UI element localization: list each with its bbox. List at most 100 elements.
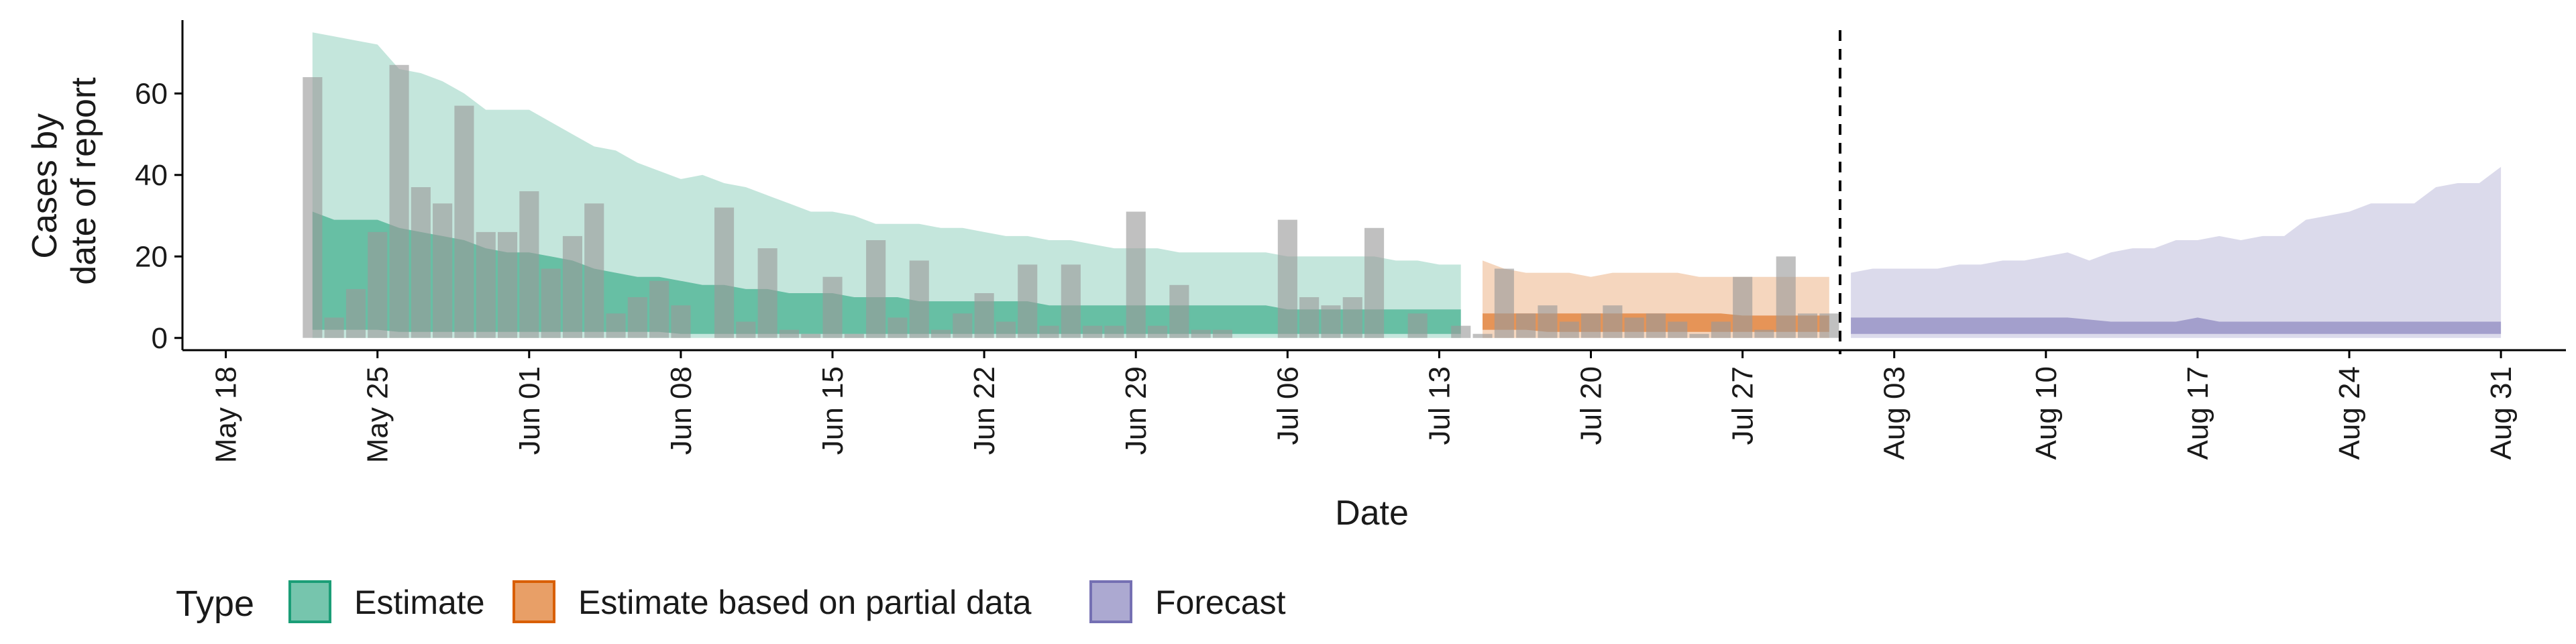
y-tick-label: 60 bbox=[135, 77, 168, 110]
report-bar bbox=[1776, 256, 1796, 338]
x-tick-label: Jul 20 bbox=[1575, 366, 1608, 445]
report-bar bbox=[1451, 325, 1471, 338]
report-bar bbox=[779, 329, 799, 338]
report-bar bbox=[1083, 325, 1103, 338]
report-bar bbox=[389, 64, 409, 338]
report-bar bbox=[1018, 264, 1038, 338]
x-tick-label: May 18 bbox=[210, 366, 243, 463]
legend-swatch-forecast bbox=[1089, 580, 1132, 623]
x-tick-label: Jun 22 bbox=[968, 366, 1001, 455]
report-bar bbox=[562, 235, 582, 338]
legend-swatch-estimate-based-on-partial-data bbox=[513, 580, 555, 623]
report-bar bbox=[606, 313, 626, 338]
forecast-band-90 bbox=[1851, 166, 2502, 338]
y-ticks: 0 20 40 60 bbox=[135, 77, 182, 355]
report-bar bbox=[649, 280, 669, 338]
report-bar bbox=[931, 329, 951, 338]
report-bar bbox=[1039, 325, 1059, 338]
y-tick-label: 40 bbox=[135, 159, 168, 192]
x-tick-label: Aug 03 bbox=[1878, 366, 1911, 460]
report-bar bbox=[1104, 325, 1124, 338]
x-tick-label: Jul 06 bbox=[1271, 366, 1304, 445]
report-bar bbox=[1191, 329, 1211, 338]
axes-layer bbox=[181, 20, 2566, 352]
report-bar bbox=[1148, 325, 1168, 338]
report-bars-layer bbox=[303, 64, 1839, 338]
x-tick-label: Aug 31 bbox=[2485, 366, 2518, 460]
report-bar bbox=[974, 293, 994, 338]
legend-title: Type bbox=[176, 584, 254, 624]
report-bar bbox=[1277, 219, 1297, 338]
report-bar bbox=[1624, 317, 1644, 338]
report-bar bbox=[1819, 313, 1839, 338]
report-bar bbox=[866, 240, 886, 338]
report-bar bbox=[671, 305, 691, 338]
report-bar bbox=[801, 333, 821, 338]
y-tick-label: 20 bbox=[135, 240, 168, 273]
report-bar bbox=[1212, 329, 1232, 338]
report-bar bbox=[996, 321, 1016, 338]
report-bar bbox=[1516, 313, 1536, 338]
report-bar bbox=[714, 207, 735, 338]
x-axis-title: Date bbox=[1335, 494, 1409, 533]
report-bar bbox=[541, 268, 561, 338]
report-bar bbox=[368, 231, 388, 338]
report-bar bbox=[909, 260, 929, 338]
report-bar bbox=[1711, 321, 1731, 338]
report-bar bbox=[1733, 276, 1753, 338]
x-tick-label: Jul 13 bbox=[1423, 366, 1456, 445]
x-tick-label: Jun 15 bbox=[816, 366, 849, 455]
y-axis-title: Cases by date of report bbox=[25, 77, 103, 285]
x-tick-label: Aug 17 bbox=[2182, 366, 2214, 460]
report-bar bbox=[736, 321, 756, 338]
legend: Type Estimate Estimate based on partial d… bbox=[176, 580, 1286, 624]
y-axis-title-line-2: date of report bbox=[64, 77, 103, 285]
report-bar bbox=[1299, 297, 1320, 338]
x-ticks: May 18 May 25 Jun 01 Jun 08 Jun 15 Jun 22 Jun … bbox=[210, 350, 2518, 463]
report-bar bbox=[1472, 333, 1493, 338]
x-tick-label: Aug 24 bbox=[2333, 366, 2366, 460]
x-tick-label: Aug 10 bbox=[2030, 366, 2063, 460]
legend-label-estimate: Estimate bbox=[354, 584, 485, 621]
report-bar bbox=[1126, 211, 1146, 338]
legend-swatch-estimate bbox=[288, 580, 331, 623]
legend-entries: Estimate Estimate based on partial data Fo… bbox=[288, 580, 1286, 623]
x-tick-label: Jun 01 bbox=[513, 366, 546, 455]
report-bar bbox=[1646, 313, 1666, 338]
report-bar bbox=[519, 191, 539, 338]
report-bar bbox=[1559, 321, 1579, 338]
report-bar bbox=[1603, 305, 1623, 338]
report-bar bbox=[1061, 264, 1081, 338]
report-bar bbox=[1342, 297, 1362, 338]
report-bar bbox=[498, 231, 518, 338]
report-bar bbox=[303, 77, 323, 338]
report-bar bbox=[1754, 329, 1774, 338]
x-tick-label: May 25 bbox=[362, 366, 394, 463]
report-bar bbox=[627, 297, 647, 338]
x-tick-label: Jul 27 bbox=[1727, 366, 1760, 445]
report-bar bbox=[1798, 313, 1818, 338]
report-bar bbox=[822, 276, 843, 338]
report-bar bbox=[953, 313, 973, 338]
report-bar bbox=[844, 333, 864, 338]
report-bar bbox=[1494, 268, 1514, 338]
report-bar bbox=[411, 187, 431, 338]
report-bar bbox=[1364, 227, 1385, 338]
report-bar bbox=[1538, 305, 1558, 338]
forecast-band-50 bbox=[1851, 317, 2502, 334]
y-axis-title-line-1: Cases by bbox=[25, 113, 64, 259]
report-bar bbox=[1321, 305, 1341, 338]
y-tick-label: 0 bbox=[152, 322, 168, 355]
report-bar bbox=[324, 317, 344, 338]
report-bar bbox=[1169, 284, 1189, 338]
estimate-bands-layer bbox=[312, 32, 2502, 338]
report-bar bbox=[584, 203, 604, 338]
report-bar bbox=[888, 317, 908, 338]
report-bar bbox=[1689, 333, 1709, 338]
legend-label-estimate-based-on-partial-data: Estimate based on partial data bbox=[578, 584, 1032, 621]
report-bar bbox=[433, 203, 453, 338]
report-bar bbox=[1668, 321, 1688, 338]
report-bar bbox=[1407, 313, 1428, 338]
report-bar bbox=[1581, 313, 1601, 338]
